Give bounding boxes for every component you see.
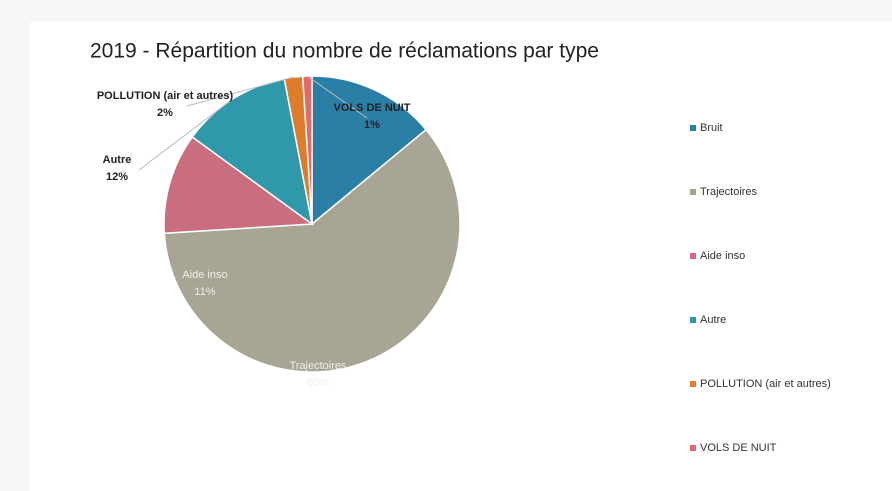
legend-swatch bbox=[690, 189, 696, 195]
data-label-name: Aide inso bbox=[182, 269, 227, 281]
chart-title: 2019 - Répartition du nombre de réclamat… bbox=[90, 40, 599, 63]
data-label-value: 2% bbox=[157, 107, 173, 119]
legend-swatch bbox=[690, 445, 696, 451]
legend-label: VOLS DE NUIT bbox=[700, 442, 777, 454]
data-label-name: VOLS DE NUIT bbox=[333, 102, 410, 114]
data-label-value: 11% bbox=[194, 286, 215, 298]
data-label-value: 1% bbox=[364, 119, 380, 131]
data-label-name: Autre bbox=[103, 154, 132, 166]
data-label-name: Trajectoires bbox=[289, 360, 347, 372]
legend-label: Trajectoires bbox=[700, 186, 758, 198]
legend-label: POLLUTION (air et autres) bbox=[700, 378, 831, 390]
leader-line bbox=[186, 76, 294, 107]
legend-label: Autre bbox=[700, 314, 726, 326]
data-label-name: POLLUTION (air et autres) bbox=[97, 90, 234, 102]
data-label-value: 60% bbox=[307, 377, 329, 389]
pie-slice bbox=[163, 128, 461, 373]
legend-swatch bbox=[690, 125, 696, 131]
leader-line bbox=[138, 98, 233, 171]
legend-label: Bruit bbox=[700, 122, 723, 134]
pie-slice bbox=[311, 75, 428, 226]
pie-slice bbox=[163, 135, 315, 235]
leader-line bbox=[307, 75, 368, 119]
legend-swatch bbox=[690, 317, 696, 323]
pie-slice bbox=[301, 75, 313, 225]
legend-swatch bbox=[690, 381, 696, 387]
data-label-value: 12% bbox=[106, 171, 128, 183]
legend-swatch bbox=[690, 253, 696, 259]
legend-label: Aide inso bbox=[700, 250, 745, 262]
